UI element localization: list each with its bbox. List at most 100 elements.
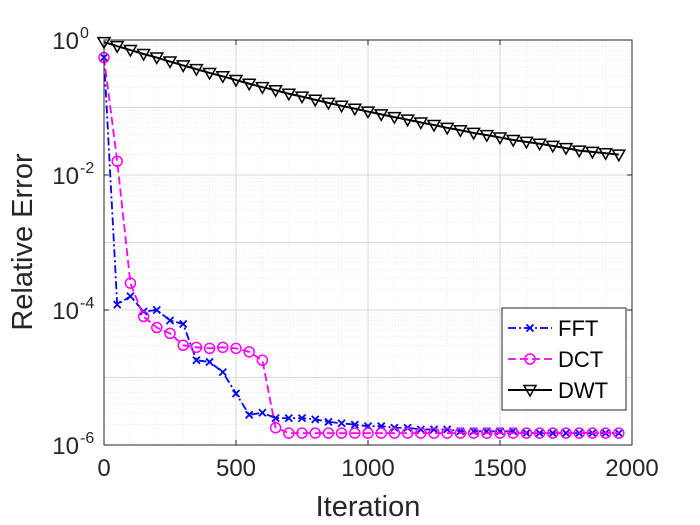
data-point-fft [192, 356, 201, 365]
data-point-dct [507, 427, 519, 439]
data-point-dwt [426, 119, 442, 133]
data-point-dct [137, 310, 150, 323]
data-point-dct [613, 427, 625, 439]
data-point-fft [429, 425, 439, 434]
legend-marker-dwt [522, 384, 538, 398]
data-point-dct [283, 427, 295, 439]
data-point-fft [297, 414, 307, 423]
data-point-dwt [598, 148, 613, 161]
series-layer [96, 36, 627, 439]
data-point-dwt [453, 125, 468, 138]
data-point-dwt [505, 134, 521, 148]
data-point-dwt [149, 52, 165, 66]
data-point-dwt [189, 63, 204, 77]
data-point-dct [335, 427, 348, 439]
data-point-dwt [241, 78, 257, 92]
data-point-dwt [492, 132, 508, 145]
y-tick-label: 10 -2 [52, 160, 94, 190]
data-point-dct [243, 346, 255, 358]
data-point-dct [296, 427, 308, 439]
data-point-fft [245, 410, 254, 419]
data-point-dwt [268, 85, 283, 98]
data-point-dwt [466, 127, 481, 141]
series-line-dwt [103, 41, 619, 156]
data-point-fft [324, 417, 333, 427]
data-point-fft [548, 428, 557, 438]
data-point-dct [401, 427, 414, 439]
data-point-fft [284, 414, 293, 423]
data-point-dwt [175, 60, 191, 73]
y-tick-exponent: 0 [80, 25, 89, 42]
x-tick-label: 0 [97, 455, 110, 482]
data-point-dwt [611, 149, 627, 163]
data-point-dct [190, 341, 203, 354]
data-point-fft [535, 428, 544, 438]
data-point-dwt [96, 36, 112, 50]
data-point-dct [269, 422, 282, 434]
y-tick-base: 10 [52, 433, 79, 460]
data-point-fft [218, 368, 227, 377]
data-point-dwt [360, 106, 376, 120]
data-point-dwt [294, 91, 310, 105]
data-point-dwt [519, 136, 534, 150]
data-point-fft [443, 425, 452, 434]
y-tick-exponent: -4 [80, 295, 94, 312]
legend-marker-dct [524, 353, 536, 365]
data-point-dct [230, 342, 242, 355]
data-point-dct [547, 427, 559, 439]
data-point-dct [533, 427, 546, 439]
data-point-dwt [228, 74, 244, 88]
data-point-dwt [123, 44, 138, 58]
data-point-fft [152, 305, 161, 315]
data-point-dct [217, 341, 229, 354]
data-point-dct [520, 427, 533, 439]
data-point-dwt [558, 142, 574, 156]
data-point-dwt [479, 129, 495, 143]
data-point-dct [164, 327, 176, 340]
legend: FFT DCT DWT [501, 307, 627, 411]
data-point-fft [416, 425, 425, 434]
data-point-dwt [162, 56, 178, 70]
data-point-dct [111, 155, 123, 167]
x-tick-label: 2000 [605, 455, 658, 482]
data-point-dct [388, 427, 401, 439]
data-point-dwt [202, 67, 217, 81]
legend-marker-fft [525, 323, 535, 333]
data-point-fft [337, 419, 346, 428]
x-tick-label: 1500 [473, 455, 526, 482]
data-point-fft [561, 428, 571, 438]
data-point-fft [179, 319, 188, 329]
data-point-fft [231, 389, 241, 398]
data-point-dwt [307, 94, 323, 108]
data-point-dwt [281, 88, 297, 102]
data-point-fft [205, 357, 214, 367]
data-point-dwt [109, 40, 125, 54]
data-point-dwt [545, 140, 561, 154]
y-tick-exponent: -2 [80, 160, 94, 177]
y-tick-base: 10 [52, 298, 79, 325]
x-tick-label: 1000 [341, 455, 394, 482]
data-point-dct [494, 427, 506, 439]
legend-label-fft: FFT [558, 316, 598, 341]
x-tick-labels: 0 500 1000 1500 2000 [97, 455, 658, 482]
series-dwt [96, 36, 627, 163]
y-axis-label: Relative Error [7, 153, 39, 331]
legend-item-fft: FFT [508, 316, 598, 341]
data-point-fft [165, 316, 175, 325]
data-point-dct [256, 354, 269, 367]
data-point-dwt [387, 111, 402, 125]
tick-marks [103, 39, 633, 446]
data-point-dwt [373, 109, 389, 122]
data-point-fft [126, 292, 135, 301]
data-point-dct [177, 339, 189, 352]
data-point-dct [309, 427, 321, 439]
data-point-dwt [400, 114, 415, 128]
data-point-dct [362, 427, 374, 439]
data-point-dct [428, 427, 440, 439]
data-point-dwt [334, 100, 349, 114]
y-tick-base: 10 [52, 163, 79, 190]
data-point-dct [573, 427, 585, 439]
data-point-dct [124, 277, 137, 289]
